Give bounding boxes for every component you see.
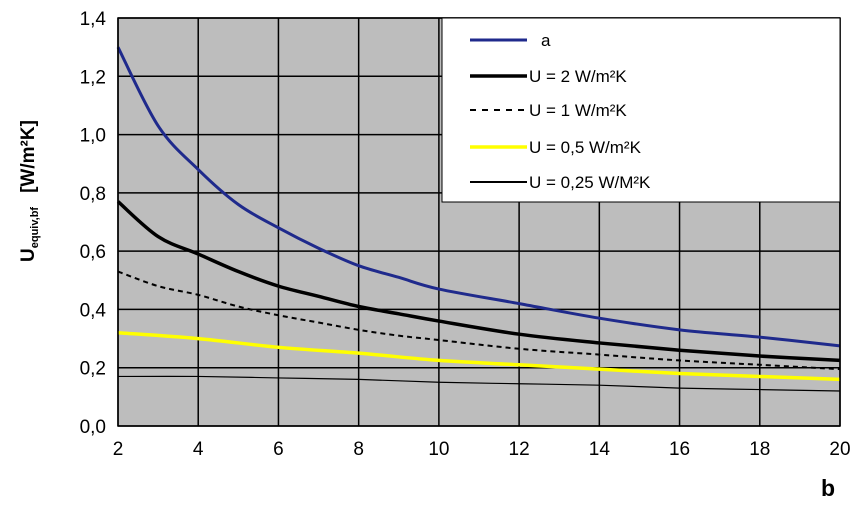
legend-label-2: U = 2 W/m²K [529,67,627,86]
x-tick-label: 6 [273,439,284,460]
series-line-4 [117,330,841,382]
x-tick-label: 8 [353,439,364,460]
legend: a U = 2 W/m²K U = 1 W/m²K U = 0,5 W/m²K U = … [441,17,841,203]
x-tick-label: 20 [829,439,850,460]
x-tick-label: 16 [669,439,690,460]
x-axis-label: b [821,475,835,501]
y-axis-subscript: equiv,bf [29,207,41,249]
x-tick-label: 12 [509,439,530,460]
y-tick-label: 0,0 [80,417,106,438]
y-tick-label: 1,4 [80,9,107,30]
x-tick-label: 18 [749,439,770,460]
y-tick-label: 0,2 [80,359,106,380]
x-tick-label: 2 [113,439,124,460]
y-axis-label: Uequiv,bf [W/m²K] [18,120,41,262]
x-tick-labels: 2 4 6 8 10 12 14 16 18 20 [113,439,851,460]
legend-label-3: U = 1 W/m²K [529,101,627,120]
legend-label-1: a [541,31,551,50]
x-tick-label: 4 [193,439,204,460]
y-tick-labels: 0,0 0,2 0,4 0,6 0,8 1,0 1,2 1,4 [80,9,107,438]
series-line-1 [116,46,841,348]
y-tick-label: 1,2 [80,67,106,88]
x-tick-label: 14 [589,439,611,460]
legend-label-5: U = 0,25 W/M²K [529,173,651,192]
series-line-2 [116,200,841,363]
legend-label-4: U = 0,5 W/m²K [529,138,642,157]
y-tick-label: 0,8 [80,184,106,205]
y-axis-symbol: U [18,248,39,262]
x-tick-label: 10 [428,439,449,460]
series-line-3 [117,270,841,371]
legend-items: a U = 2 W/m²K U = 1 W/m²K U = 0,5 W/m²K U = … [470,31,651,192]
svg-text:Uequiv,bf[W/m²K]: Uequiv,bf [W/m²K] [18,120,41,262]
y-tick-label: 0,6 [80,242,106,263]
series-lines [116,46,841,392]
y-axis-unit: [W/m²K] [18,120,39,193]
y-tick-label: 1,0 [80,126,106,147]
series-line-5 [117,375,841,392]
y-tick-label: 0,4 [80,300,107,321]
